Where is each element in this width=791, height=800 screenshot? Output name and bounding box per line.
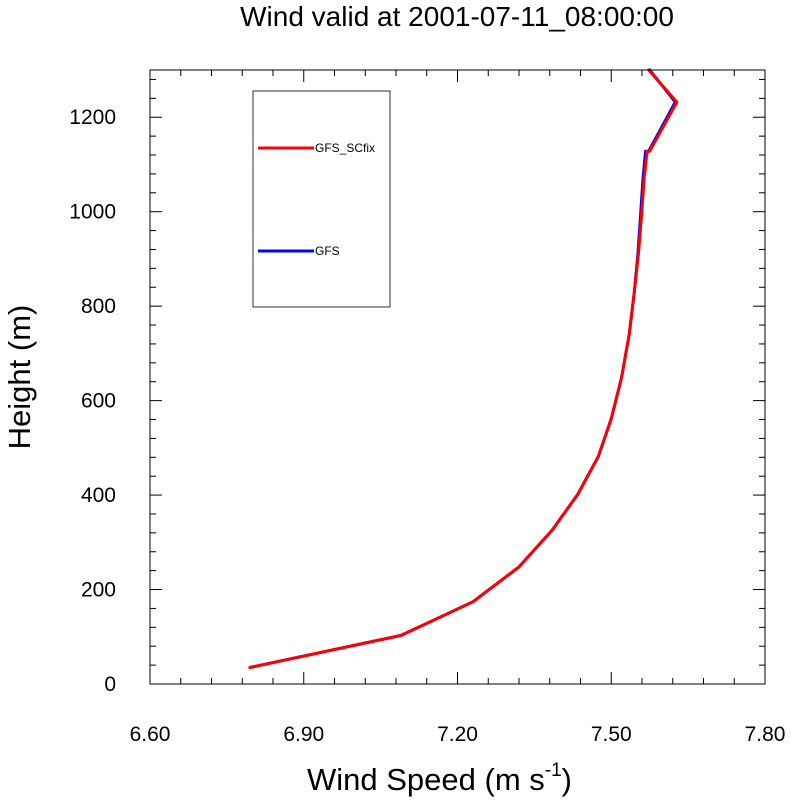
y-tick-label: 200 [81, 579, 116, 602]
plot-frame [149, 69, 766, 685]
series-line-gfs [248, 68, 677, 669]
series-line-gfs-scfix [248, 68, 679, 669]
y-tick-label: 1200 [69, 106, 116, 129]
y-tick-label: 400 [81, 484, 116, 507]
x-tick-label: 7.80 [745, 723, 786, 746]
legend-label-gfs-scfix: GFS_SCfix [315, 141, 375, 155]
x-tick-label: 6.90 [283, 723, 324, 746]
x-tick-label: 7.20 [437, 723, 478, 746]
legend: GFS_SCfix GFS [252, 90, 391, 308]
y-tick-label: 1000 [69, 201, 116, 224]
y-tick-label: 600 [81, 390, 116, 413]
series-lines [248, 68, 679, 669]
y-tick-label: 800 [81, 295, 116, 318]
legend-box [252, 90, 391, 308]
tick-labels: 6.60 6.90 7.20 7.50 7.80 0 200 400 600 800 1000 120… [69, 106, 785, 746]
x-tick-label: 7.50 [591, 723, 632, 746]
y-tick-label: 0 [104, 673, 116, 696]
chart-title: Wind valid at 2001-07-11_08:00:00 [240, 1, 674, 32]
y-axis-title: Height (m) [2, 305, 37, 450]
major-ticks [149, 70, 766, 685]
minor-ticks [150, 70, 765, 684]
x-axis-title: Wind Speed (m s-1) [307, 760, 572, 797]
x-tick-label: 6.60 [130, 723, 171, 746]
legend-label-gfs: GFS [315, 244, 340, 258]
